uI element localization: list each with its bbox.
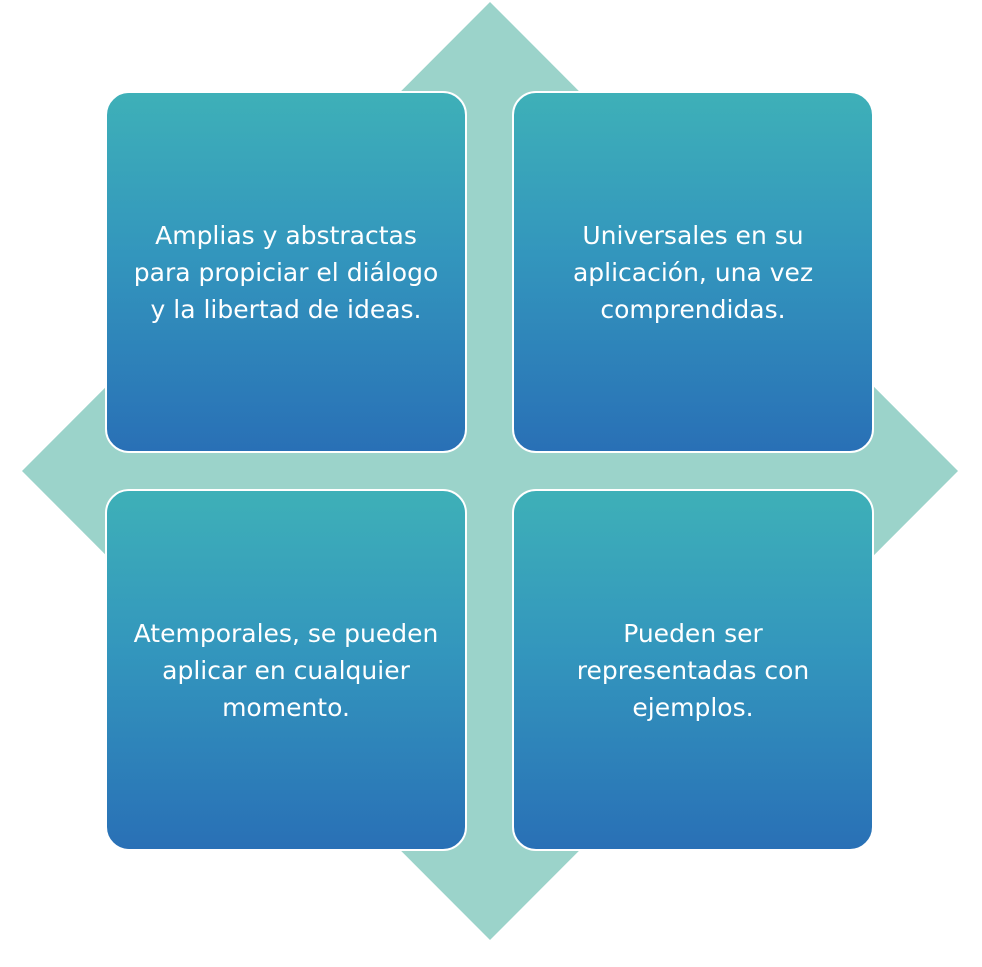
box-bottom-right-text: Pueden ser representadas con ejemplos.	[576, 618, 810, 722]
box-bottom-right: Pueden ser representadas con ejemplos.	[512, 489, 874, 851]
box-bottom-left-text: Atemporales, se pueden aplicar en cualqu…	[133, 618, 439, 722]
box-top-right-text: Universales en su aplicación, una vez co…	[572, 220, 814, 324]
box-bottom-left: Atemporales, se pueden aplicar en cualqu…	[105, 489, 467, 851]
box-top-left: Amplias y abstractas para propiciar el d…	[105, 91, 467, 453]
box-top-right: Universales en su aplicación, una vez co…	[512, 91, 874, 453]
box-top-left-text: Amplias y abstractas para propiciar el d…	[133, 220, 439, 324]
